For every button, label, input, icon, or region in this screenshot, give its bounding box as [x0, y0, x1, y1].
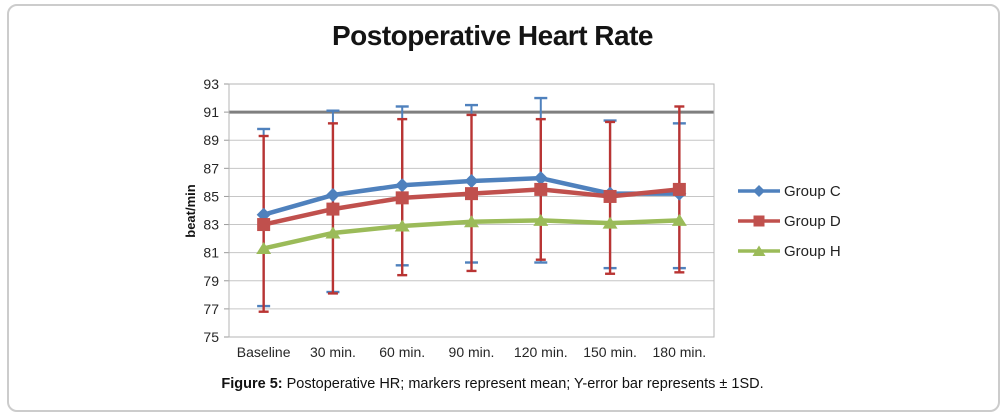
x-label-30-min: 30 min.: [310, 344, 356, 360]
y-tick-label-87: 87: [203, 160, 219, 176]
legend-label-group-c: Group C: [784, 182, 841, 200]
x-label-baseline: Baseline: [237, 344, 291, 360]
marker-group-h: [671, 213, 687, 226]
marker-group-d: [534, 182, 548, 196]
plot-border: [228, 83, 715, 338]
legend-label-group-d: Group D: [784, 212, 841, 230]
y-tick-label-75: 75: [203, 329, 219, 345]
x-label-90-min: 90 min.: [449, 344, 495, 360]
marker-group-d: [603, 189, 617, 203]
y-tick-label-77: 77: [203, 301, 219, 317]
marker-group-h: [394, 219, 410, 232]
y-tick-label-89: 89: [203, 132, 219, 148]
legend-marker-group-d: [738, 215, 780, 227]
y-tick-label-81: 81: [203, 245, 219, 261]
legend-item-group-h: Group H: [738, 242, 841, 260]
figure-caption: Figure 5: Postoperative HR; markers repr…: [0, 376, 985, 392]
marker-group-c: [395, 178, 410, 193]
marker-group-d: [395, 191, 409, 205]
y-tick-label-85: 85: [203, 188, 219, 204]
x-label-180-min: 180 min.: [653, 344, 707, 360]
marker-group-c: [325, 188, 340, 203]
marker-group-c: [533, 171, 548, 186]
caption-label: Figure 5:: [221, 376, 283, 392]
y-tick-label-93: 93: [203, 76, 219, 92]
marker-group-d: [326, 202, 340, 216]
legend-label-group-h: Group H: [784, 242, 841, 260]
y-tick-label-79: 79: [203, 273, 219, 289]
x-label-120-min: 120 min.: [514, 344, 568, 360]
marker-group-d: [257, 218, 271, 232]
y-tick-label-91: 91: [203, 104, 219, 120]
legend-marker-group-h: [738, 245, 780, 256]
marker-group-c: [464, 173, 479, 188]
marker-group-d: [672, 182, 686, 196]
legend-item-group-d: Group D: [738, 212, 841, 230]
legend-item-group-c: Group C: [738, 182, 841, 200]
caption-text: Postoperative HR; markers represent mean…: [282, 376, 764, 392]
x-label-60-min: 60 min.: [379, 344, 425, 360]
marker-group-h: [602, 216, 618, 229]
y-tick-label-83: 83: [203, 217, 219, 233]
legend-marker-group-c: [738, 185, 780, 197]
x-label-150-min: 150 min.: [583, 344, 637, 360]
marker-group-h: [464, 215, 479, 228]
figure-card: [7, 4, 1000, 412]
marker-group-d: [465, 187, 478, 201]
chart-title: Postoperative Heart Rate: [331, 20, 654, 51]
marker-group-h: [533, 213, 549, 226]
marker-group-h: [325, 226, 341, 239]
legend: Group C Group D Group H: [738, 182, 841, 260]
marker-group-h: [256, 241, 272, 254]
